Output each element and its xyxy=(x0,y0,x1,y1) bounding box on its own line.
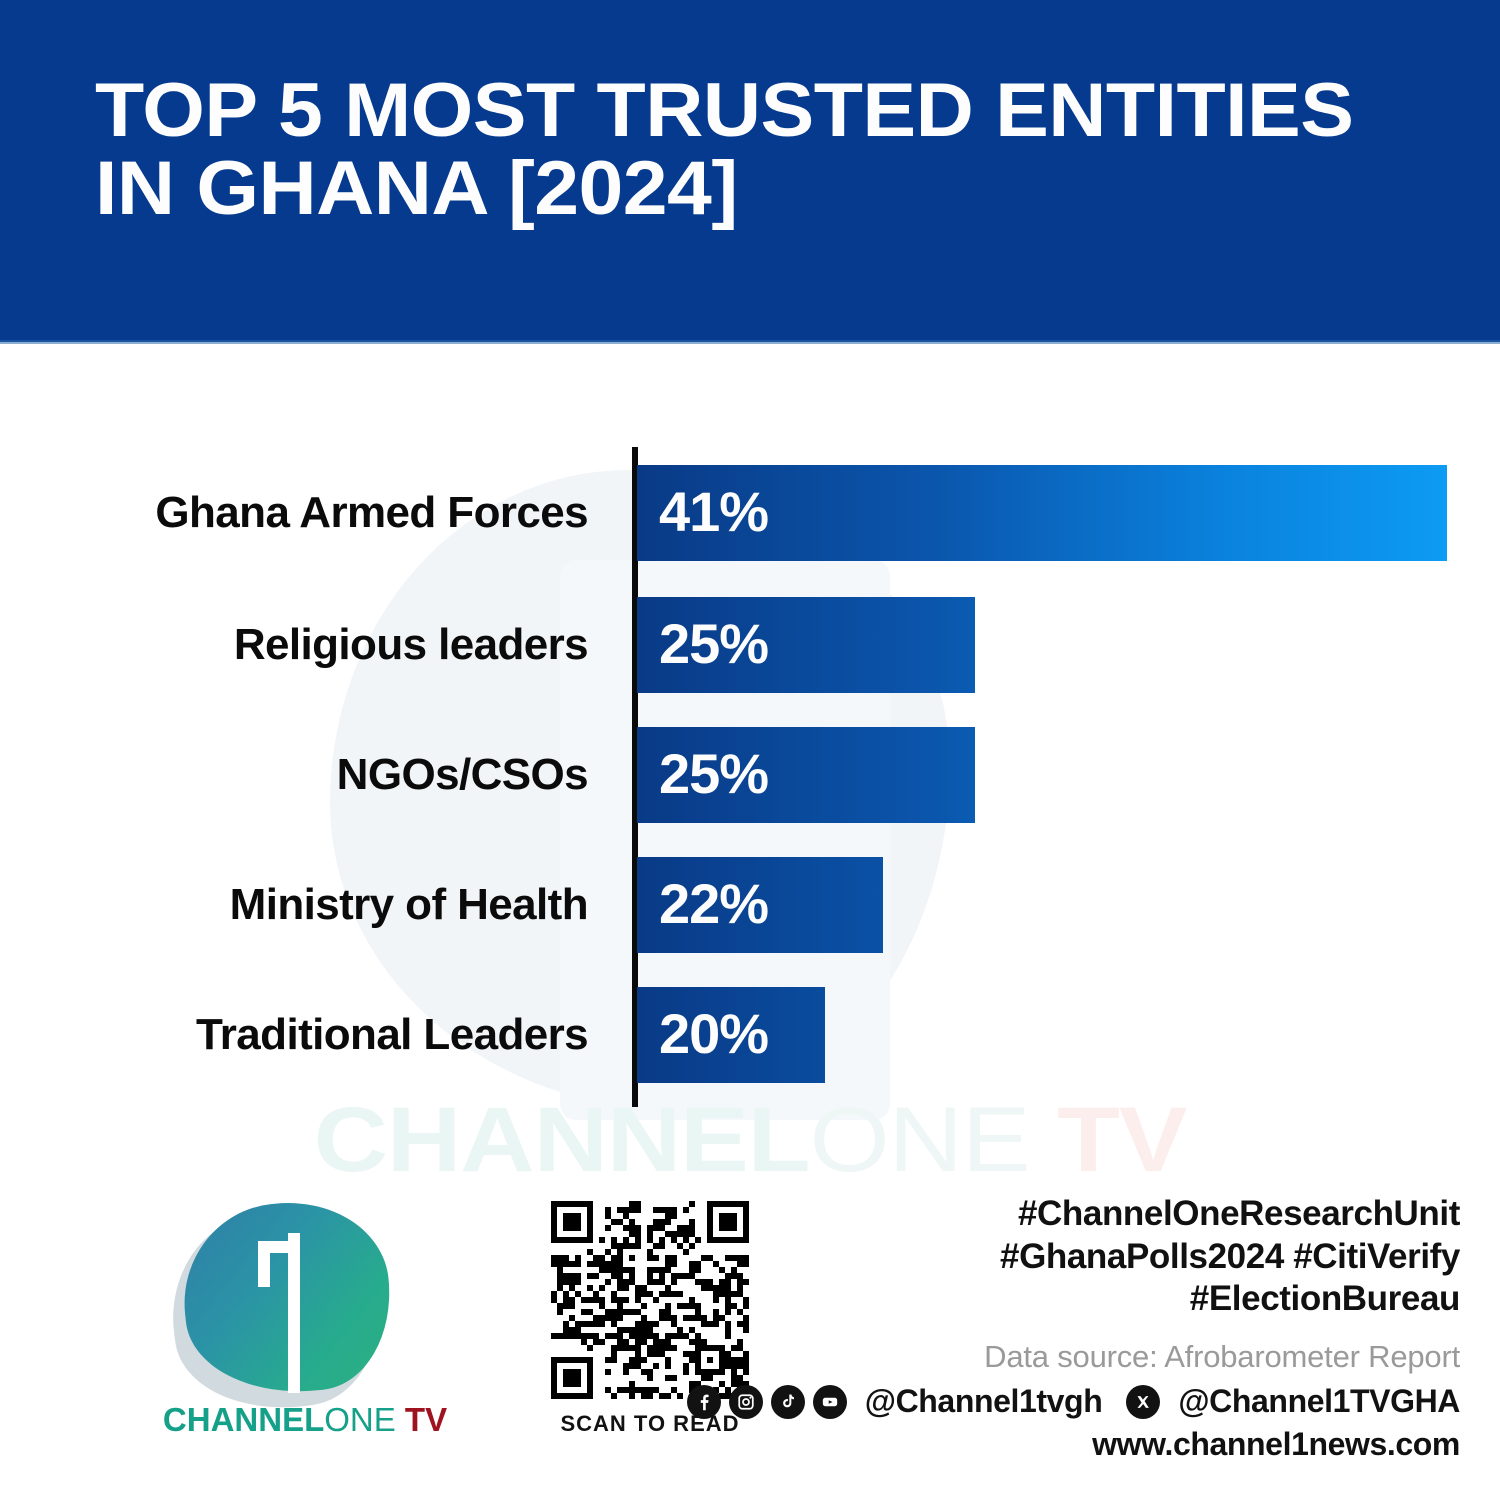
logo-word-one: ONE xyxy=(324,1401,396,1438)
chart-axis-line xyxy=(632,447,638,1107)
qr-code-image[interactable] xyxy=(551,1201,749,1399)
channelone-text-watermark: CHANNELONE TV xyxy=(0,1088,1500,1193)
social-handle-x[interactable]: @Channel1TVGHA xyxy=(1178,1383,1460,1420)
header-banner: TOP 5 MOST TRUSTED ENTITIES IN GHANA [20… xyxy=(0,0,1500,342)
instagram-icon[interactable] xyxy=(728,1384,763,1419)
social-handle-primary[interactable]: @Channel1tvgh xyxy=(864,1383,1103,1420)
watermark-tv: TV xyxy=(1029,1089,1188,1191)
watermark-channel: CHANNEL xyxy=(313,1089,811,1191)
chart-bar: 20% xyxy=(637,987,825,1083)
chart-bar: 25% xyxy=(637,597,975,693)
chart-bar-value: 25% xyxy=(659,612,769,676)
chart-row: Religious leaders 25% xyxy=(0,597,1500,693)
facebook-icon[interactable] xyxy=(686,1384,721,1419)
bar-chart: Ghana Armed Forces 41% Religious leaders… xyxy=(0,342,1500,1142)
chart-category-label: NGOs/CSOs xyxy=(336,750,589,799)
hashtag-list: #ChannelOneResearchUnit #GhanaPolls2024 … xyxy=(1000,1194,1460,1319)
chart-row: Ministry of Health 22% xyxy=(0,857,1500,953)
logo-word-tv: TV xyxy=(395,1401,448,1438)
tiktok-icon[interactable] xyxy=(770,1384,805,1419)
chart-bar: 41% xyxy=(637,465,1447,561)
chart-category-label: Religious leaders xyxy=(233,620,589,669)
chart-bar-value: 25% xyxy=(659,742,769,806)
chart-category-label: Ghana Armed Forces xyxy=(155,488,588,537)
chart-category-label: Traditional Leaders xyxy=(195,1010,589,1059)
logo-wordmark: CHANNELONE TV xyxy=(140,1401,470,1439)
chart-row: NGOs/CSOs 25% xyxy=(0,727,1500,823)
header-divider xyxy=(0,340,1500,344)
page-title: TOP 5 MOST TRUSTED ENTITIES IN GHANA [20… xyxy=(95,68,1354,231)
chart-bar-value: 22% xyxy=(659,872,769,936)
qr-code-block[interactable]: SCAN TO READ xyxy=(551,1201,761,1437)
chart-bar-value: 20% xyxy=(659,1002,769,1066)
chart-bar: 22% xyxy=(637,857,883,953)
logo-word-channel: CHANNEL xyxy=(162,1401,325,1438)
website-url[interactable]: www.channel1news.com xyxy=(1092,1426,1460,1463)
watermark-one: ONE xyxy=(809,1089,1031,1191)
footer-info-block: #ChannelOneResearchUnit #GhanaPolls2024 … xyxy=(686,1193,1460,1463)
chart-bar-value: 41% xyxy=(659,480,769,544)
data-source-note: Data source: Afrobarometer Report xyxy=(984,1339,1460,1375)
qr-caption: SCAN TO READ xyxy=(560,1411,740,1436)
chart-row: Ghana Armed Forces 41% xyxy=(0,465,1500,561)
chart-category-label: Ministry of Health xyxy=(229,880,589,929)
youtube-icon[interactable] xyxy=(812,1384,847,1419)
x-icon[interactable] xyxy=(1126,1384,1161,1419)
logo-numeral-one xyxy=(258,1233,324,1393)
footer: CHANNELONE TV SCAN TO READ #ChannelOneRe… xyxy=(0,1185,1500,1500)
channelone-logo: CHANNELONE TV xyxy=(140,1192,470,1438)
social-links-row: @Channel1tvgh @Channel1TVGHA xyxy=(686,1383,1460,1420)
chart-row: Traditional Leaders 20% xyxy=(0,987,1500,1083)
chart-bar: 25% xyxy=(637,727,975,823)
